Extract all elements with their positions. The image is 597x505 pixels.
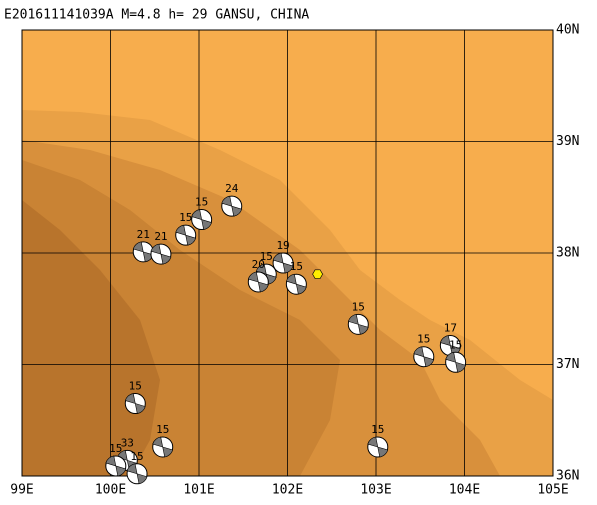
- y-tick-label: 37N: [556, 357, 579, 372]
- focal-mechanism: [105, 455, 127, 477]
- depth-label: 15: [130, 450, 143, 463]
- depth-label: 20: [252, 258, 265, 271]
- focal-mechanism: [445, 351, 467, 373]
- focal-mechanism: [175, 224, 197, 246]
- x-tick-label: 103E: [360, 483, 391, 498]
- depth-label: 15: [195, 196, 208, 209]
- depth-label: 15: [156, 423, 169, 436]
- focal-mechanism: [150, 243, 172, 265]
- focal-mechanism: [413, 346, 435, 368]
- depth-label: 15: [449, 338, 462, 351]
- depth-label: 21: [154, 230, 167, 243]
- focal-mechanism: [272, 252, 294, 274]
- focal-mechanism: [191, 209, 213, 231]
- x-tick-label: 102E: [272, 483, 303, 498]
- focal-mechanism: [221, 195, 243, 217]
- x-tick-label: 99E: [10, 483, 33, 498]
- y-tick-label: 38N: [556, 246, 579, 261]
- depth-label: 17: [444, 322, 457, 335]
- depth-label: 15: [129, 380, 142, 393]
- depth-label: 15: [290, 260, 303, 273]
- focal-mechanism: [285, 273, 307, 295]
- focal-mechanism: [439, 335, 461, 357]
- depth-label: 33: [121, 436, 134, 449]
- y-tick-label: 39N: [556, 134, 579, 149]
- focal-mechanism: [124, 393, 146, 415]
- focal-mechanism: [347, 313, 369, 335]
- depth-label: 15: [417, 333, 430, 346]
- depth-label: 15: [179, 211, 192, 224]
- focal-mechanism: [132, 241, 154, 263]
- x-tick-label: 100E: [95, 483, 126, 498]
- depth-label: 15: [109, 442, 122, 455]
- focal-mechanism: [367, 436, 389, 458]
- depth-label: 19: [276, 239, 289, 252]
- depth-label: 15: [260, 250, 273, 263]
- focal-mechanism: [152, 436, 174, 458]
- x-tick-label: 104E: [449, 483, 480, 498]
- depth-label: 24: [225, 182, 239, 195]
- y-tick-label: 40N: [556, 23, 579, 38]
- depth-label: 15: [352, 300, 365, 313]
- x-tick-label: 105E: [537, 483, 568, 498]
- focal-mechanism: [247, 271, 269, 293]
- depth-label: 21: [137, 228, 150, 241]
- focal-mechanism: [126, 463, 148, 485]
- x-tick-label: 101E: [183, 483, 214, 498]
- epicenter: [312, 269, 323, 279]
- map-title: E201611141039A M=4.8 h= 29 GANSU, CHINA: [4, 8, 309, 23]
- depth-label: 15: [371, 423, 384, 436]
- y-tick-label: 36N: [556, 469, 579, 484]
